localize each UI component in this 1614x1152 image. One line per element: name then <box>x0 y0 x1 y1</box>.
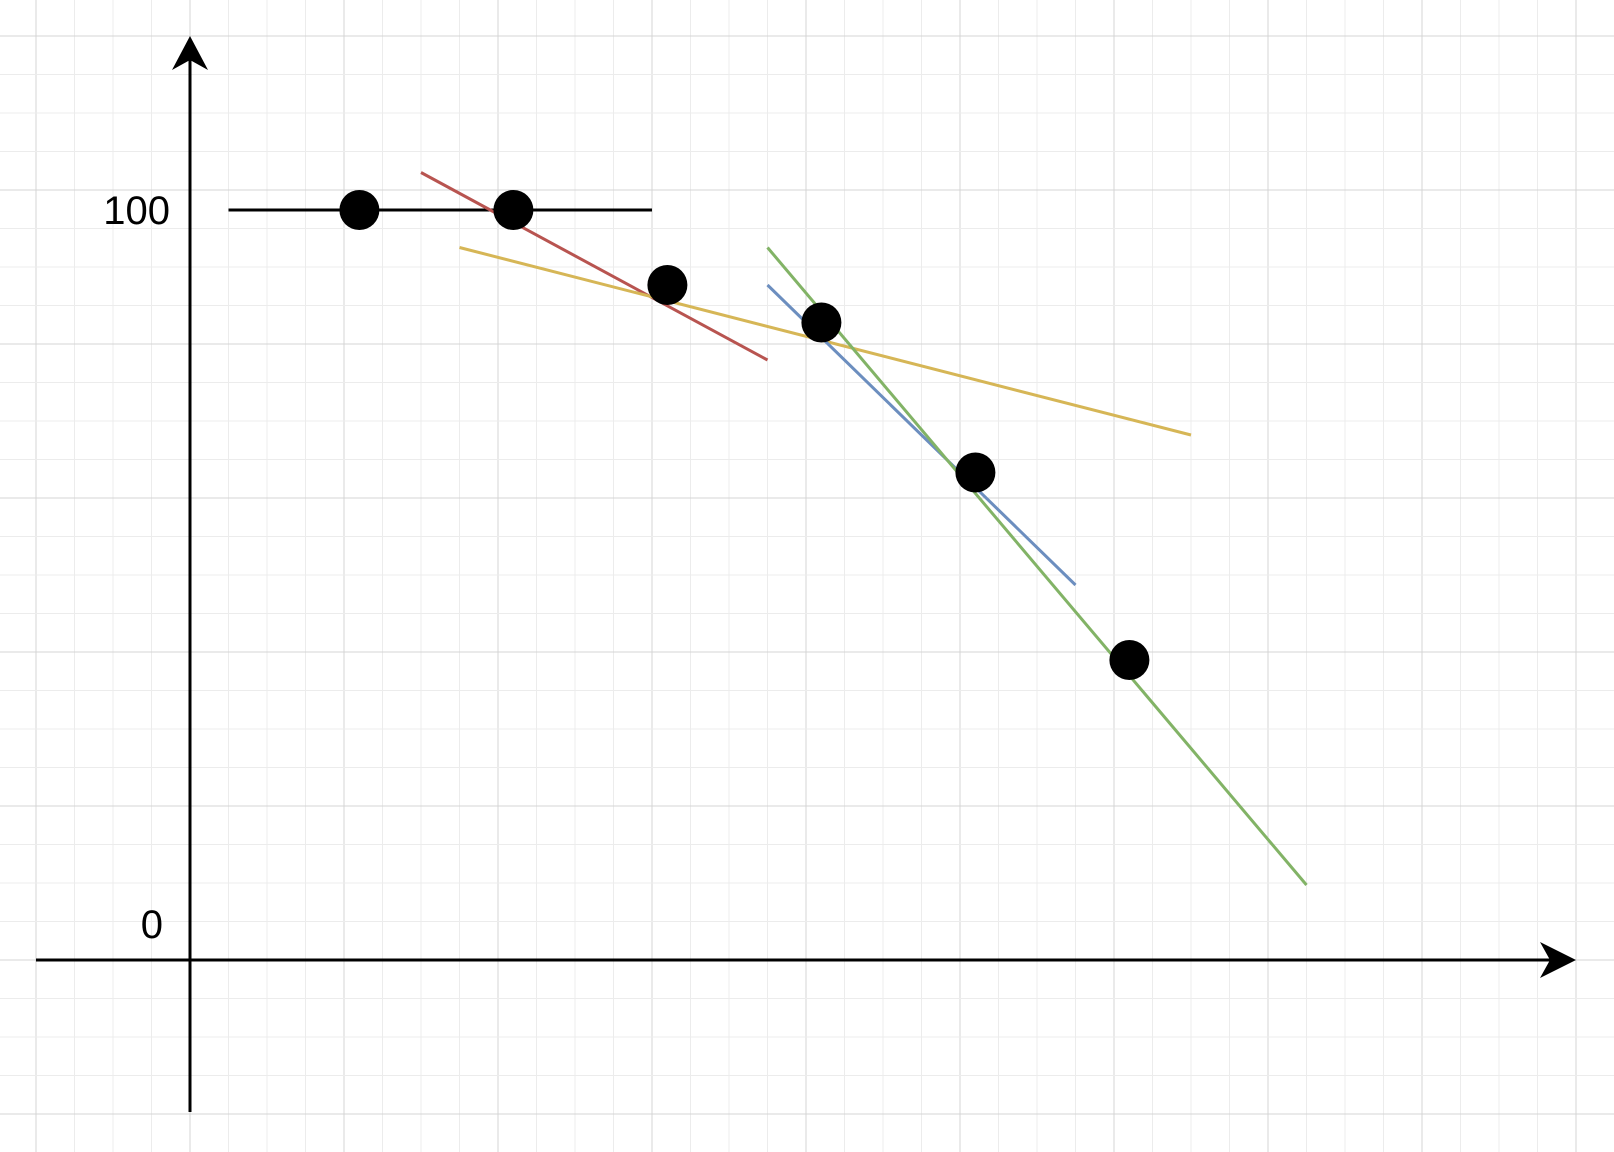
line-segment-2 <box>420 171 769 362</box>
y-tick-label-0: 0 <box>141 903 163 947</box>
data-point-1 <box>339 190 380 230</box>
y-axis-arrow-icon <box>172 36 208 70</box>
y-tick-label-100: 100 <box>103 189 170 233</box>
data-point-6 <box>1109 640 1150 680</box>
data-points <box>339 190 1150 680</box>
x-axis-arrow-icon <box>1540 942 1576 978</box>
data-point-3 <box>647 265 688 305</box>
data-point-2 <box>493 190 534 230</box>
data-point-5 <box>955 452 996 493</box>
data-point-4 <box>801 302 842 343</box>
line-segment-5 <box>766 246 1308 886</box>
